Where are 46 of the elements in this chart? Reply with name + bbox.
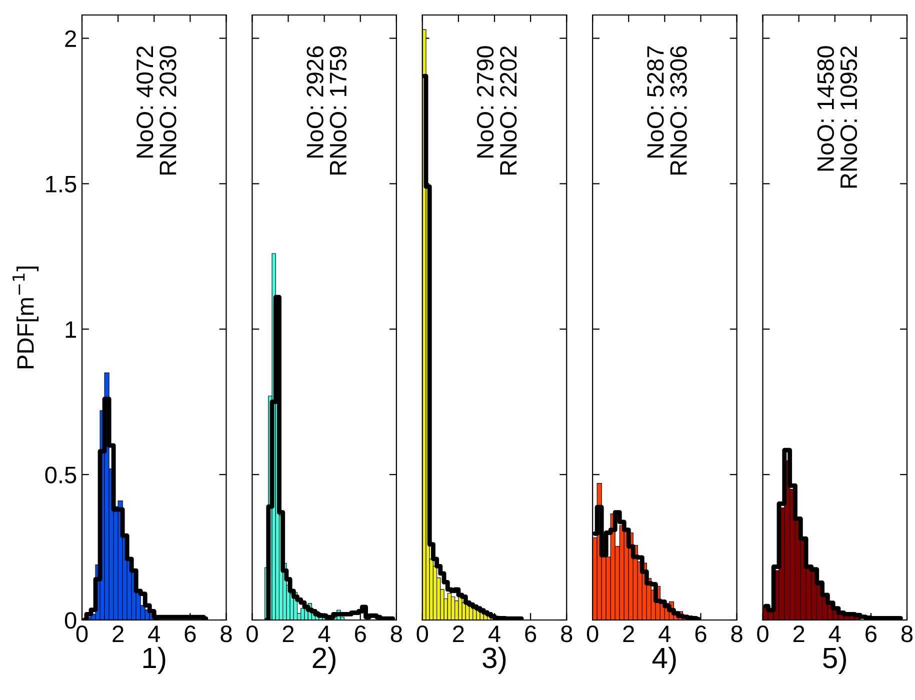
x-tick-label: 0 xyxy=(586,625,598,642)
x-tick-label: 4 xyxy=(488,626,500,642)
x-tick-label: 8 xyxy=(390,625,402,642)
x-tick-label: 2 xyxy=(623,625,634,642)
x-tick-label: 4 xyxy=(318,626,330,642)
x-tick-label: 2 xyxy=(112,625,124,642)
annotation: RNoO: 3306 xyxy=(670,46,687,175)
x-tick-label: 8 xyxy=(561,625,572,642)
x-tick-label: 0 xyxy=(757,625,768,642)
annotation: NoO: 5287 xyxy=(647,46,664,158)
annotation: NoO: 4072 xyxy=(136,46,154,158)
x-axis-title: 2) xyxy=(312,646,336,674)
x-tick-label: 8 xyxy=(901,625,913,642)
y-tick-label: 0 xyxy=(64,612,76,629)
y-tick-label: 1.5 xyxy=(46,176,76,192)
x-tick-label: 6 xyxy=(355,625,366,642)
x-tick-label: 8 xyxy=(220,625,232,642)
y-tick-label: 2 xyxy=(65,30,76,47)
x-tick-label: 4 xyxy=(658,626,671,642)
x-axis-title: 4) xyxy=(652,646,676,674)
x-tick-label: 0 xyxy=(246,625,258,642)
x-tick-label: 4 xyxy=(148,626,160,642)
x-tick-label: 2 xyxy=(793,625,804,642)
annotation: NoO: 2926 xyxy=(306,46,324,158)
x-tick-label: 2 xyxy=(453,625,464,642)
x-tick-label: 2 xyxy=(282,625,294,642)
annotation: RNoO: 2202 xyxy=(500,46,517,175)
annotation: RNoO: 10952 xyxy=(840,46,858,188)
x-axis-title: 3) xyxy=(482,646,506,674)
x-tick-label: 0 xyxy=(416,625,428,642)
x-axis-title: 1) xyxy=(143,646,166,674)
x-axis-title: 5) xyxy=(823,646,846,674)
annotation: RNoO: 1759 xyxy=(330,46,347,175)
x-tick-label: 4 xyxy=(828,626,841,642)
x-tick-label: 8 xyxy=(731,625,742,642)
y-axis-title: PDF[m$^{−1}$] xyxy=(12,266,39,368)
x-tick-label: 6 xyxy=(695,625,706,642)
x-tick-label: 6 xyxy=(866,625,876,642)
x-tick-label: 6 xyxy=(525,625,536,642)
x-tick-label: 6 xyxy=(184,625,196,642)
annotation: RNoO: 2030 xyxy=(160,46,176,175)
y-tick-label: 1 xyxy=(66,321,76,338)
y-tick-label: 0.5 xyxy=(45,466,76,484)
x-tick-label: 0 xyxy=(76,625,88,642)
annotation: NoO: 14580 xyxy=(817,46,834,171)
annotation: NoO: 2790 xyxy=(476,46,494,158)
